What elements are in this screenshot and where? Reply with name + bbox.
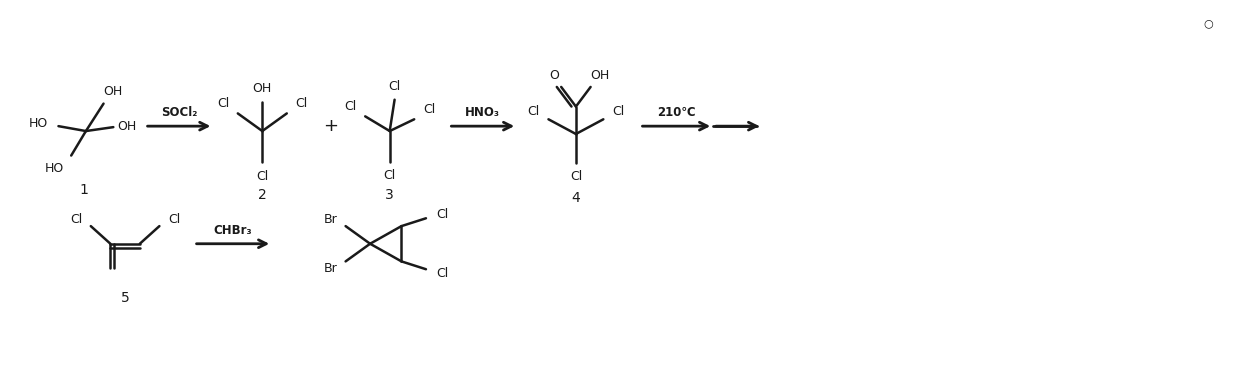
Text: 5: 5 xyxy=(120,291,129,305)
Text: CHBr₃: CHBr₃ xyxy=(213,223,252,237)
Text: 3: 3 xyxy=(386,188,394,202)
Text: OH: OH xyxy=(104,85,123,98)
Text: Cl: Cl xyxy=(528,105,539,118)
Text: O: O xyxy=(549,69,559,82)
Text: HNO₃: HNO₃ xyxy=(465,106,500,119)
Text: +: + xyxy=(324,117,339,135)
Text: Cl: Cl xyxy=(69,213,82,226)
Text: Cl: Cl xyxy=(345,100,357,113)
Text: Cl: Cl xyxy=(167,213,180,226)
Text: 1: 1 xyxy=(79,183,88,197)
Text: OH: OH xyxy=(253,82,272,95)
Text: Cl: Cl xyxy=(436,267,449,280)
Text: 4: 4 xyxy=(572,191,580,205)
Text: OH: OH xyxy=(590,69,609,82)
Text: Cl: Cl xyxy=(295,97,308,110)
Text: HO: HO xyxy=(30,117,48,130)
Text: Cl: Cl xyxy=(423,103,435,116)
Text: OH: OH xyxy=(118,120,136,132)
Text: Cl: Cl xyxy=(569,170,582,182)
Text: Cl: Cl xyxy=(611,105,624,118)
Text: Cl: Cl xyxy=(257,170,268,182)
Text: Cl: Cl xyxy=(217,97,229,110)
Text: 210℃: 210℃ xyxy=(657,106,696,119)
Text: Cl: Cl xyxy=(436,208,449,221)
Text: ○: ○ xyxy=(1203,18,1213,28)
Text: HO: HO xyxy=(45,162,64,175)
Text: Cl: Cl xyxy=(388,80,401,93)
Text: Br: Br xyxy=(324,262,337,275)
Text: Br: Br xyxy=(324,213,337,226)
Text: 2: 2 xyxy=(258,188,267,202)
Text: Cl: Cl xyxy=(383,169,396,182)
Text: SOCl₂: SOCl₂ xyxy=(161,106,197,119)
